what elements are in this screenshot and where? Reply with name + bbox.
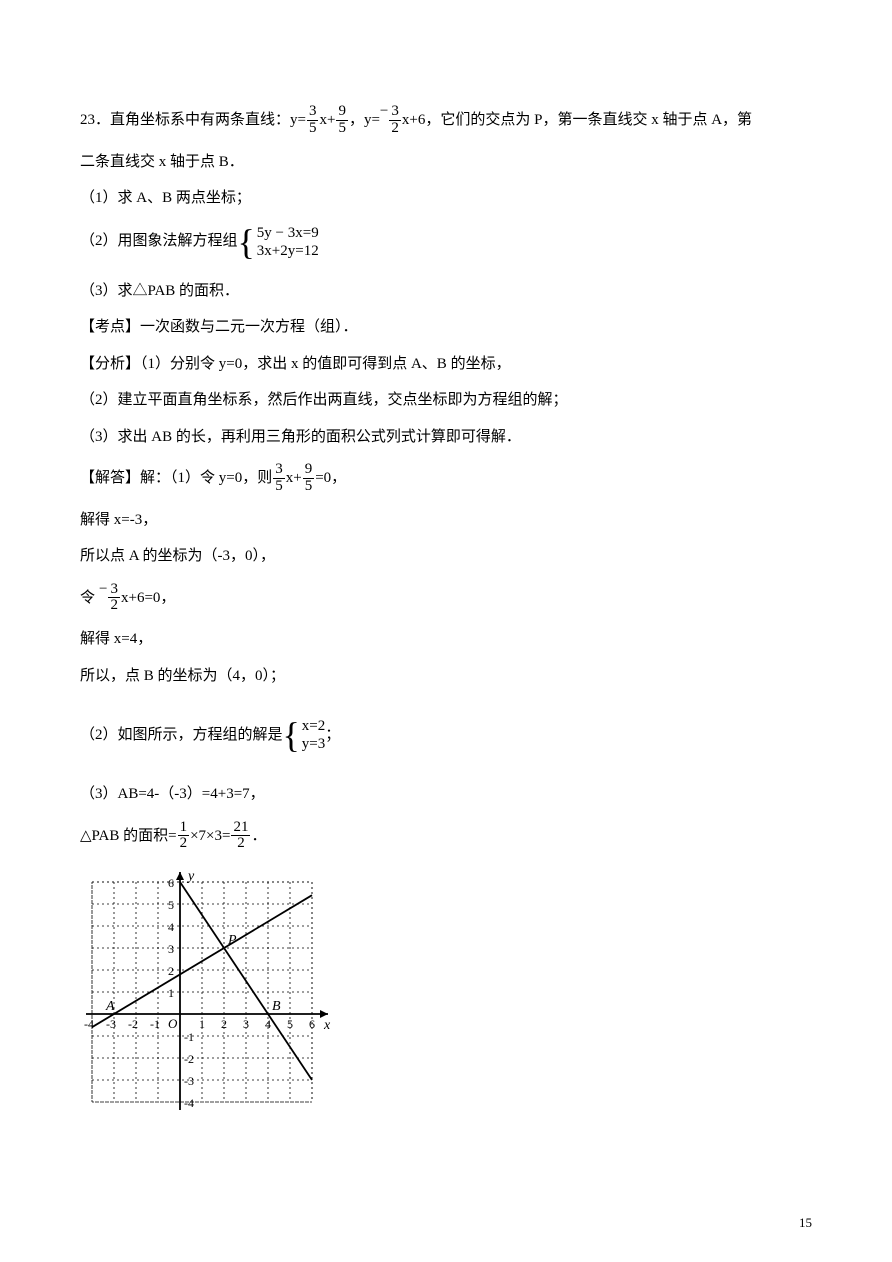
solution-point-b: 所以，点 B 的坐标为（4，0）； — [80, 665, 822, 688]
svg-text:-2: -2 — [184, 1052, 194, 1066]
svg-text:-4: -4 — [84, 1017, 94, 1031]
svg-text:4: 4 — [168, 920, 174, 934]
question-2: （2）用图象法解方程组 { 5y − 3x=9 3x+2y=12 — [80, 224, 822, 260]
sys-eq-1: 5y − 3x=9 — [257, 224, 319, 242]
solution-1: 【解答】 解：（1）令 y=0，则 3 5 x+ 9 5 =0， — [80, 462, 822, 495]
fraction: 9 5 — [303, 462, 315, 495]
fraction: 3 5 — [307, 104, 319, 137]
solution-point-a: 所以点 A 的坐标为（‑3，0）， — [80, 545, 822, 568]
svg-text:3: 3 — [243, 1017, 249, 1031]
problem-intro-line1: 23． 直角坐标系中有两条直线：y= 3 5 x+ 9 5 ，y= − 3 2 … — [80, 104, 822, 137]
analysis-2: （2）建立平面直角坐标系，然后作出两直线，交点坐标即为方程组的解； — [80, 389, 822, 412]
svg-text:-1: -1 — [184, 1030, 194, 1044]
svg-text:-4: -4 — [184, 1096, 194, 1110]
graph-svg: x y O P A B -4-3-2-1123456 123456-1-2-3-… — [80, 866, 340, 1116]
fraction: 3 2 — [108, 582, 120, 615]
solution-result-2: 解得 x=4， — [80, 628, 822, 651]
label: 【解答】 — [80, 467, 140, 490]
text: 直角坐标系中有两条直线：y= — [110, 109, 306, 132]
point-a-label: A — [105, 999, 115, 1014]
svg-text:5: 5 — [168, 898, 174, 912]
svg-text:2: 2 — [221, 1017, 227, 1031]
svg-text:6: 6 — [168, 876, 174, 890]
origin-label: O — [168, 1016, 178, 1031]
text: ； — [325, 724, 340, 747]
text: x+6=0， — [121, 587, 175, 610]
svg-text:-3: -3 — [106, 1017, 116, 1031]
text: ． — [251, 825, 266, 848]
sys-sol-2: y=3 — [302, 735, 325, 753]
svg-text:-3: -3 — [184, 1074, 194, 1088]
solution-3-area: △PAB 的面积= 1 2 ×7×3= 21 2 ． — [80, 820, 822, 853]
svg-text:1: 1 — [199, 1017, 205, 1031]
analysis-3: （3）求出 AB 的长，再利用三角形的面积公式列式计算即可得解． — [80, 426, 822, 449]
fraction: 9 5 — [336, 104, 348, 137]
problem-number: 23． — [80, 109, 110, 132]
solution-3-line1: （3）AB=4‑（‑3）=4+3=7， — [80, 783, 822, 806]
page-number: 15 — [799, 1213, 812, 1233]
minus-sign: − — [99, 582, 107, 597]
svg-text:4: 4 — [265, 1017, 271, 1031]
sys-sol-1: x=2 — [302, 717, 325, 735]
svg-text:5: 5 — [287, 1017, 293, 1031]
svg-text:1: 1 — [168, 986, 174, 1000]
text: x+ — [319, 109, 335, 132]
text: （2）用图象法解方程组 — [80, 230, 238, 253]
left-brace-icon: { — [238, 224, 255, 260]
fraction: 3 5 — [273, 462, 285, 495]
svg-text:-2: -2 — [128, 1017, 138, 1031]
text: ，y= — [349, 109, 380, 132]
solution-system: { x=2 y=3 — [283, 717, 326, 753]
text: x+ — [286, 467, 302, 490]
text: △PAB 的面积= — [80, 825, 177, 848]
question-1: （1）求 A、B 两点坐标； — [80, 187, 822, 210]
text: x+6，它们的交点为 P，第一条直线交 x 轴于点 A，第 — [402, 109, 752, 132]
label: 【考点】 — [80, 319, 140, 335]
svg-text:2: 2 — [168, 964, 174, 978]
text: （2）如图所示，方程组的解是 — [80, 724, 283, 747]
text: =0， — [315, 467, 346, 490]
x-axis-label: x — [323, 1018, 331, 1033]
svg-text:-1: -1 — [150, 1017, 160, 1031]
text: （1）分别令 y=0，求出 x 的值即可得到点 A、B 的坐标， — [140, 356, 511, 372]
svg-text:6: 6 — [309, 1017, 315, 1031]
analysis-1: 【分析】（1）分别令 y=0，求出 x 的值即可得到点 A、B 的坐标， — [80, 353, 822, 376]
text: ×7×3= — [190, 825, 230, 848]
fraction: 3 2 — [389, 104, 401, 137]
equation-system: { 5y − 3x=9 3x+2y=12 — [238, 224, 319, 260]
x-arrow-icon — [320, 1010, 328, 1018]
y-arrow-icon — [176, 872, 184, 880]
point-p-label: P — [227, 933, 237, 948]
left-brace-icon: { — [283, 717, 300, 753]
question-3: （3）求△PAB 的面积． — [80, 280, 822, 303]
exam-point: 【考点】一次函数与二元一次方程（组）． — [80, 316, 822, 339]
text: 一次函数与二元一次方程（组）． — [140, 319, 358, 335]
label: 【分析】 — [80, 356, 140, 372]
text: 解：（1）令 y=0，则 — [140, 467, 272, 490]
problem-intro-line2: 二条直线交 x 轴于点 B． — [80, 151, 822, 174]
minus-sign: − — [380, 104, 388, 119]
svg-text:3: 3 — [168, 942, 174, 956]
solution-result-1: 解得 x=‑3， — [80, 509, 822, 532]
page: 23． 直角坐标系中有两条直线：y= 3 5 x+ 9 5 ，y= − 3 2 … — [0, 0, 892, 1262]
fraction: 21 2 — [231, 820, 250, 853]
fraction: 1 2 — [178, 820, 190, 853]
y-axis-label: y — [186, 869, 195, 884]
sys-eq-2: 3x+2y=12 — [257, 242, 319, 260]
line-2 — [180, 882, 312, 1080]
solution-let: 令 − 3 2 x+6=0， — [80, 582, 822, 615]
text: 令 — [80, 587, 95, 610]
point-b-label: B — [272, 999, 281, 1014]
coordinate-graph: x y O P A B -4-3-2-1123456 123456-1-2-3-… — [80, 866, 822, 1124]
solution-2: （2）如图所示，方程组的解是 { x=2 y=3 ； — [80, 717, 822, 753]
